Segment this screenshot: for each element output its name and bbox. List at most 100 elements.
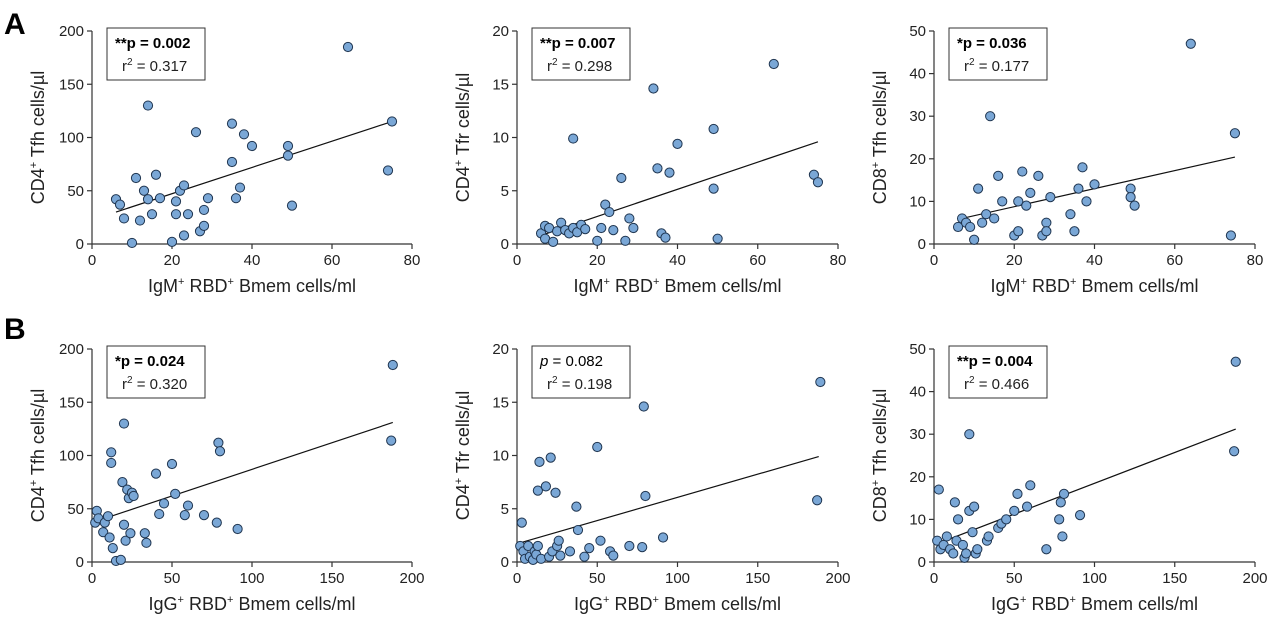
regression-line (520, 455, 819, 544)
y-tick-label: 15 (492, 394, 509, 411)
data-point (198, 220, 210, 231)
data-point (115, 554, 126, 565)
data-point (141, 537, 152, 548)
data-point (624, 540, 635, 552)
x-tick-label: 60 (749, 252, 766, 269)
data-point (282, 140, 294, 152)
data-point (624, 213, 635, 224)
data-point (1069, 226, 1080, 237)
y-tick-label: 0 (76, 236, 84, 253)
x-tick-label: 20 (1006, 252, 1023, 269)
x-tick-label: 100 (1082, 570, 1107, 587)
data-point (1185, 38, 1196, 49)
y-tick-label: 0 (918, 554, 926, 571)
data-point (128, 490, 139, 502)
data-point (166, 458, 178, 470)
x-tick-label: 0 (930, 252, 938, 269)
y-tick-label: 50 (67, 501, 84, 518)
data-point (637, 541, 648, 553)
x-tick-label: 20 (164, 252, 181, 269)
p-value-label: *p = 0.036 (957, 35, 1027, 52)
x-tick-label: 50 (164, 570, 181, 587)
y-axis-title: CD8+ Tfh cells/µl (870, 389, 890, 523)
data-point (1058, 488, 1070, 499)
stats-box (106, 27, 206, 81)
x-tick-label: 0 (88, 252, 96, 269)
data-point (1013, 196, 1024, 207)
data-point (1001, 514, 1012, 525)
data-point (969, 234, 980, 245)
scatter-panel-4: 0 50 100 150 200 0 50 100 150 200 IgG+ RBD+ Bmem c… (28, 341, 425, 614)
y-tick-label: 40 (909, 384, 926, 401)
x-tick-label: 200 (825, 570, 850, 587)
y-axis-title: CD4+ Tfr cells/µl (453, 73, 473, 203)
data-point (166, 236, 178, 247)
data-point (178, 230, 190, 241)
y-tick-label: 15 (492, 76, 509, 93)
x-tick-label: 200 (1242, 570, 1267, 587)
data-point (1125, 192, 1136, 203)
data-point (134, 215, 146, 226)
data-point (595, 535, 606, 546)
x-axis-title: IgM+ RBD+ Bmem cells/ml (148, 276, 356, 296)
data-point (126, 237, 138, 249)
data-point (286, 200, 298, 211)
data-point (579, 551, 590, 562)
x-tick-label: 80 (830, 252, 847, 269)
data-point (584, 543, 595, 554)
data-point (1077, 162, 1088, 173)
data-point (282, 150, 294, 161)
data-point (142, 194, 154, 205)
x-tick-label: 60 (1166, 252, 1183, 269)
data-point (983, 531, 994, 542)
x-tick-label: 0 (513, 252, 521, 269)
data-point (952, 514, 964, 525)
p-value-label: *p = 0.024 (115, 353, 185, 370)
x-tick-label: 20 (589, 252, 606, 269)
data-point (182, 500, 194, 511)
data-point (342, 41, 354, 53)
data-point (118, 213, 130, 224)
data-point (616, 172, 627, 184)
panel-letter-a: A (4, 8, 26, 41)
data-point (238, 129, 250, 140)
x-axis-title: IgM+ RBD+ Bmem cells/ml (991, 276, 1199, 296)
p-value-label: **p = 0.002 (115, 35, 190, 52)
y-tick-label: 100 (59, 448, 84, 465)
data-point (534, 456, 545, 467)
data-point (1129, 200, 1140, 211)
data-point (146, 209, 158, 220)
p-value-label: p = 0.082 (539, 353, 603, 370)
data-point (182, 209, 194, 220)
y-tick-label: 50 (67, 183, 84, 200)
data-point (138, 185, 150, 196)
data-point (1025, 480, 1036, 491)
x-tick-label: 40 (244, 252, 261, 269)
y-tick-label: 50 (909, 23, 926, 40)
data-point (941, 531, 952, 542)
data-point (989, 213, 1000, 224)
data-point (1055, 497, 1066, 508)
data-point (652, 163, 663, 174)
scatter-panel-2: 0 5 10 15 20 0 20 40 60 80 IgM+ RBD+ Bmem cells/ml… (453, 23, 846, 296)
y-tick-label: 10 (492, 130, 509, 147)
y-tick-label: 20 (909, 469, 926, 486)
data-point (540, 481, 551, 492)
data-point (214, 446, 226, 457)
data-point (1089, 179, 1100, 190)
x-tick-label: 40 (1086, 252, 1103, 269)
x-tick-label: 100 (665, 570, 690, 587)
data-point (114, 199, 126, 210)
data-point (1225, 230, 1237, 241)
y-tick-label: 30 (909, 108, 926, 125)
data-point (977, 217, 988, 228)
y-tick-label: 5 (501, 501, 509, 518)
data-point (1125, 183, 1136, 194)
stats-box (948, 345, 1048, 399)
data-point (981, 209, 992, 220)
data-point (957, 539, 968, 551)
data-point (532, 485, 543, 496)
y-tick-label: 0 (918, 236, 926, 253)
data-point (106, 457, 117, 469)
